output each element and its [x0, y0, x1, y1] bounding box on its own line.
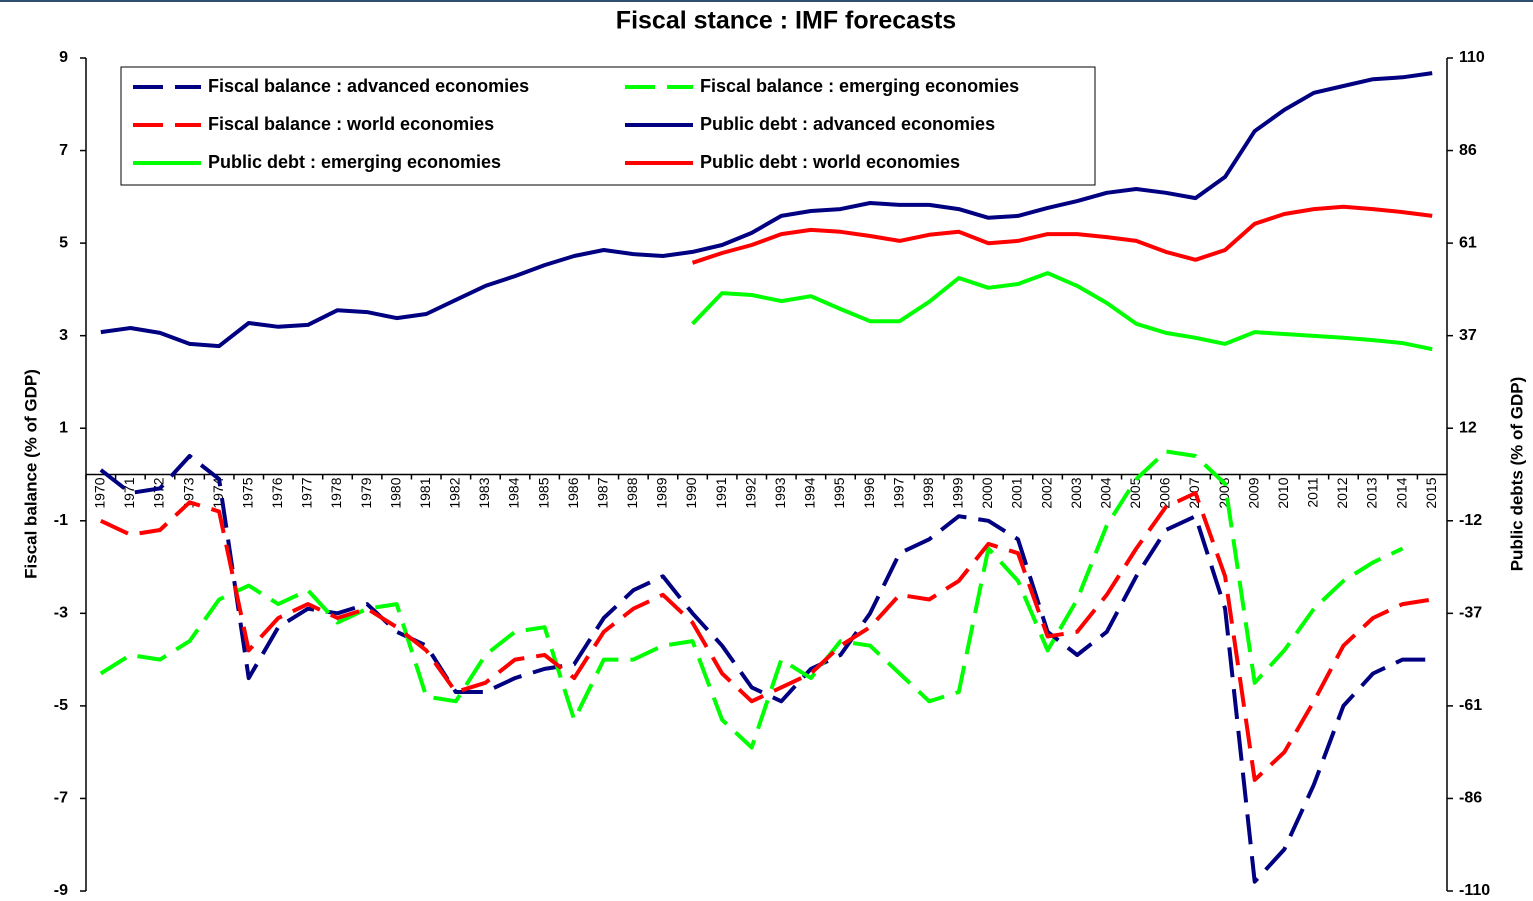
series-line: [691, 204, 1433, 265]
x-tick-label: 2012: [1334, 477, 1350, 508]
x-tick-label: 2011: [1305, 477, 1321, 507]
x-tick-label: 2010: [1275, 477, 1291, 508]
x-tick-label: 2000: [979, 477, 995, 508]
x-tick-label: 1993: [772, 477, 788, 508]
x-tick-label: 2005: [1127, 477, 1143, 508]
y2-tick-label: 61: [1459, 234, 1477, 251]
x-tick-label: 1997: [890, 477, 906, 508]
x-tick-label: 1995: [831, 477, 847, 508]
series-line: [100, 71, 1433, 349]
x-tick-label: 1986: [565, 477, 581, 508]
x-tick-label: 1979: [358, 477, 374, 508]
y2-tick-label: 37: [1459, 327, 1477, 344]
y-tick-label: 3: [59, 327, 68, 344]
top-border: [0, 0, 1533, 2]
legend-label: Public debt : emerging economies: [208, 152, 501, 172]
legend-label: Fiscal balance : emerging economies: [700, 76, 1019, 96]
x-tick-label: 1970: [91, 477, 107, 508]
x-tick-label: 1994: [802, 477, 818, 508]
x-tick-label: 1985: [535, 477, 551, 508]
y2-axis-label: Public debts (% of GDP): [1507, 377, 1526, 572]
legend-label: Fiscal balance : world economies: [208, 114, 494, 134]
y2-tick-label: -61: [1459, 697, 1482, 714]
y-tick-label: -9: [54, 882, 68, 899]
x-tick-label: 1984: [506, 477, 522, 508]
series-line: [691, 271, 1433, 352]
y-tick-label: 9: [59, 49, 68, 66]
y2-tick-label: 12: [1459, 419, 1477, 436]
y-tick-label: -7: [54, 790, 68, 807]
x-tick-label: 2014: [1393, 477, 1409, 508]
x-tick-label: 1978: [328, 477, 344, 508]
x-tick-label: 1998: [920, 477, 936, 508]
legend-label: Public debt : world economies: [700, 152, 960, 172]
x-tick-label: 1972: [151, 477, 167, 508]
x-tick-label: 1981: [417, 477, 433, 508]
x-tick-label: 1971: [121, 477, 137, 508]
y2-tick-label: 86: [1459, 142, 1477, 159]
x-tick-label: 1982: [447, 477, 463, 508]
x-tick-label: 1991: [713, 477, 729, 508]
x-tick-label: 2006: [1157, 477, 1173, 508]
x-tick-label: 1975: [239, 477, 255, 508]
x-tick-label: 1976: [269, 477, 285, 508]
y2-tick-label: -110: [1459, 882, 1490, 899]
x-tick-label: 2004: [1097, 477, 1113, 508]
legend-label: Public debt : advanced economies: [700, 114, 995, 134]
series-line: [99, 454, 1433, 884]
x-tick-label: 1996: [861, 477, 877, 508]
x-tick-label: 1983: [476, 477, 492, 508]
y-tick-label: 5: [59, 234, 68, 251]
x-tick-label: 2001: [1009, 477, 1025, 508]
y-tick-label: 1: [59, 419, 68, 436]
x-tick-label: 1992: [742, 477, 758, 508]
x-tick-label: 2002: [1038, 477, 1054, 508]
x-tick-label: 1990: [683, 477, 699, 508]
legend-box: [120, 66, 1096, 186]
y-tick-label: -3: [54, 605, 68, 622]
x-tick-label: 1999: [950, 477, 966, 508]
x-tick-label: 2015: [1423, 477, 1439, 508]
y2-tick-label: -86: [1459, 790, 1482, 807]
series-line: [99, 491, 1433, 782]
x-tick-label: 2003: [1068, 477, 1084, 508]
y-axis-label: Fiscal balance (% of GDP): [21, 369, 40, 579]
x-tick-label: 2013: [1364, 477, 1380, 508]
legend-label: Fiscal balance : advanced economies: [208, 76, 529, 96]
y2-tick-label: -12: [1459, 512, 1482, 529]
x-tick-label: 2009: [1245, 477, 1261, 508]
y-tick-label: -5: [54, 697, 68, 714]
y-tick-label: 7: [59, 142, 68, 159]
chart-title: Fiscal stance : IMF forecasts: [616, 7, 956, 35]
y2-tick-label: -37: [1459, 605, 1482, 622]
x-tick-label: 1980: [387, 477, 403, 508]
x-tick-label: 1977: [299, 477, 315, 508]
x-tick-label: 1987: [594, 477, 610, 508]
x-tick-label: 1988: [624, 477, 640, 508]
y2-tick-label: 110: [1459, 49, 1485, 66]
y-tick-label: -1: [54, 512, 68, 529]
x-tick-label: 1989: [654, 477, 670, 508]
series-line: [99, 449, 1404, 750]
x-tick-label: 1973: [180, 477, 196, 508]
